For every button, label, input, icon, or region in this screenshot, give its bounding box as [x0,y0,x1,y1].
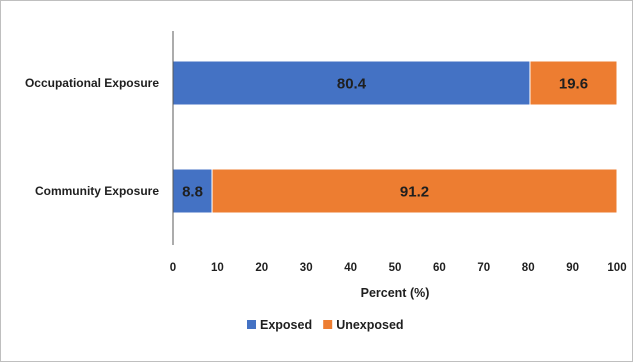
data-label-unexposed-2: 91.2 [400,184,429,201]
bars-group [172,60,618,214]
x-axis-title: Percent (%) [361,286,430,300]
data-label-exposed-1: 80.4 [337,76,367,93]
category-label: Community Exposure [35,184,159,198]
x-tick-label: 40 [344,262,357,274]
x-tick-label: 80 [522,262,535,274]
data-label-exposed-2: 8.8 [182,184,203,201]
legend-label-exposed: Exposed [260,318,312,332]
x-tick-label: 10 [211,262,224,274]
bar-exposed-1 [172,60,531,106]
bar-unexposed-1 [529,60,618,106]
x-tick-label: 70 [477,262,490,274]
x-tick-label: 90 [566,262,579,274]
legend: Exposed Unexposed [247,318,404,332]
bar-unexposed-2 [211,168,618,214]
bar-exposed-2 [172,168,213,214]
data-labels-group: 80.4 19.6 8.8 91.2 [182,76,588,201]
x-tick-label: 100 [607,262,626,274]
x-tick-label: 60 [433,262,446,274]
legend-label-unexposed: Unexposed [336,318,403,332]
legend-swatch-unexposed [323,320,333,329]
category-labels-group: Occupational Exposure Community Exposure [25,76,159,198]
x-tick-label: 50 [389,262,402,274]
x-tick-label: 20 [255,262,268,274]
x-tick-labels-group: 0 10 20 30 40 50 60 70 80 90 100 [170,262,627,274]
data-label-unexposed-1: 19.6 [559,76,588,93]
x-tick-label: 30 [300,262,313,274]
category-label: Occupational Exposure [25,76,159,90]
x-tick-label: 0 [170,262,176,274]
legend-swatch-exposed [247,320,256,329]
